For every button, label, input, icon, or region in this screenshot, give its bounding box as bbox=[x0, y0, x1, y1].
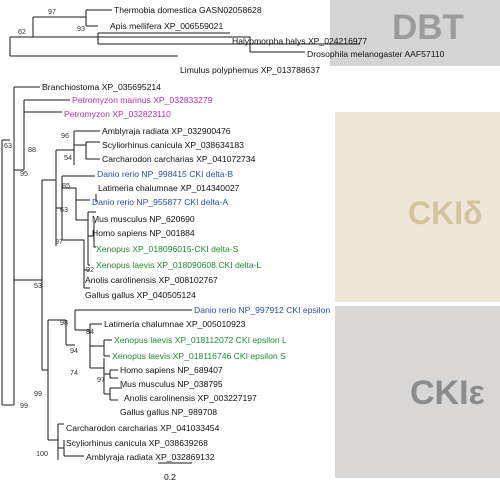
leaf-labels: Thermobia domestica GASN02058628 Apis me… bbox=[42, 5, 445, 462]
bootstrap-label: 96 bbox=[61, 131, 69, 140]
leaf-xenopus-epsilon-s: Xenopus laevis XP_018116746 CKI epsilon … bbox=[112, 351, 286, 361]
leaf-petromyzon-2: Petromyzon XP_032823110 bbox=[64, 109, 171, 119]
leaf-petromyzon-1: Petromyzon marinus XP_032833279 bbox=[72, 95, 213, 105]
bootstrap-label: 97 bbox=[48, 7, 56, 16]
leaf-carcharodon-delta: Carcharodon carcharias XP_041072734 bbox=[102, 154, 256, 164]
cki-delta-band bbox=[335, 112, 500, 302]
bootstrap-label: 97 bbox=[97, 375, 105, 384]
leaf-gallus-delta: Gallus gallus XP_040505124 bbox=[85, 290, 196, 300]
leaf-xenopus-delta-s: Xenopus XP_018096015-CKI delta-S bbox=[96, 244, 239, 254]
leaf-scyliorhinus-epsilon: Scyliorhinus canicula XP_038639268 bbox=[66, 438, 208, 448]
leaf-gallus-epsilon: Gallus gallus NP_989708 bbox=[120, 407, 217, 417]
bootstrap-label: 92 bbox=[86, 265, 94, 274]
bootstrap-label: 53 bbox=[34, 281, 42, 290]
leaf-amblyraja-epsilon: Amblyraja radiata XP_032869132 bbox=[86, 452, 215, 462]
leaf-xenopus-delta-l: Xenopus laevis XP_018090608 CKI delta-L bbox=[96, 260, 262, 270]
bootstrap-label: 93 bbox=[77, 24, 85, 33]
bootstrap-label: 84 bbox=[86, 327, 94, 336]
dbt-group-label: DBT bbox=[392, 8, 464, 47]
leaf-danio-delta-b: Danio rerio NP_998415 CKI delta-B bbox=[97, 169, 233, 179]
bootstrap-label: 63 bbox=[4, 141, 12, 150]
leaf-branchiostoma: Branchiostoma XP_035695214 bbox=[42, 82, 161, 92]
leaf-danio-epsilon: Danio rerio NP_997912 CKI epsilon bbox=[194, 305, 330, 315]
bootstrap-values: 97 93 62 63 88 95 96 54 85 63 97 92 53 9… bbox=[4, 7, 105, 458]
bootstrap-label: 85 bbox=[62, 181, 70, 190]
leaf-limulus: Limulus polyphemus XP_013788637 bbox=[180, 65, 320, 75]
leaf-latimeria-epsilon: Latimeria chalumnae XP_005010923 bbox=[104, 319, 246, 329]
bootstrap-label: 94 bbox=[70, 346, 78, 355]
leaf-homo-epsilon: Homo sapiens NP_689407 bbox=[120, 365, 223, 375]
leaf-latimeria-delta: Latimeria chalumnae XP_014340027 bbox=[98, 183, 240, 193]
cki-epsilon-band bbox=[335, 306, 500, 478]
bootstrap-label: 95 bbox=[20, 169, 28, 178]
bootstrap-label: 88 bbox=[28, 145, 36, 154]
leaf-drosophila: Drosophila melanogaster AAF57110 bbox=[307, 49, 445, 59]
tree-branches bbox=[1, 9, 360, 464]
leaf-danio-delta-a: Danio rerio NP_955877 CKI delta-A bbox=[92, 197, 228, 207]
bootstrap-label: 98 bbox=[60, 318, 68, 327]
leaf-apis: Apis mellifera XP_006559021 bbox=[110, 21, 223, 31]
leaf-scyliorhinus-delta: Scyliorhinus canicula XP_038634183 bbox=[102, 140, 244, 150]
cki-delta-group-label: CKIδ bbox=[408, 195, 483, 231]
bootstrap-label: 74 bbox=[70, 368, 78, 377]
leaf-amblyraja-delta: Amblyraja radiata XP_032900476 bbox=[102, 126, 231, 136]
leaf-xenopus-epsilon-l: Xenopus laevis XP_018112072 CKI epsilon … bbox=[114, 335, 287, 345]
leaf-thermobia: Thermobia domestica GASN02058628 bbox=[114, 5, 262, 15]
leaf-carcharodon-epsilon: Carcharodon carcharias XP_041033454 bbox=[66, 423, 220, 433]
bootstrap-label: 54 bbox=[64, 153, 72, 162]
bootstrap-label: 99 bbox=[20, 401, 28, 410]
cki-epsilon-group-label: CKIε bbox=[410, 374, 485, 412]
bootstrap-label: 97 bbox=[55, 237, 63, 246]
dbt-band bbox=[330, 0, 500, 66]
bootstrap-label: 63 bbox=[60, 205, 68, 214]
leaf-anolis-delta: Anolis carolinensis XP_008102767 bbox=[85, 275, 218, 285]
bootstrap-label: 62 bbox=[18, 27, 26, 36]
leaf-anolis-epsilon: Anolis carolinensis XP_003227197 bbox=[124, 393, 257, 403]
bootstrap-label: 100 bbox=[36, 449, 48, 458]
leaf-homo-delta: Homo sapiens NP_001884 bbox=[92, 228, 195, 238]
bootstrap-label: 99 bbox=[34, 389, 42, 398]
leaf-mus-delta: Mus musculus NP_620690 bbox=[92, 214, 195, 224]
leaf-halyomorpha: Halyomorpha halys XP_024216977 bbox=[232, 36, 367, 46]
scale-bar-label: 0.2 bbox=[164, 472, 176, 482]
leaf-mus-epsilon: Mus musculus NP_038795 bbox=[120, 379, 223, 389]
